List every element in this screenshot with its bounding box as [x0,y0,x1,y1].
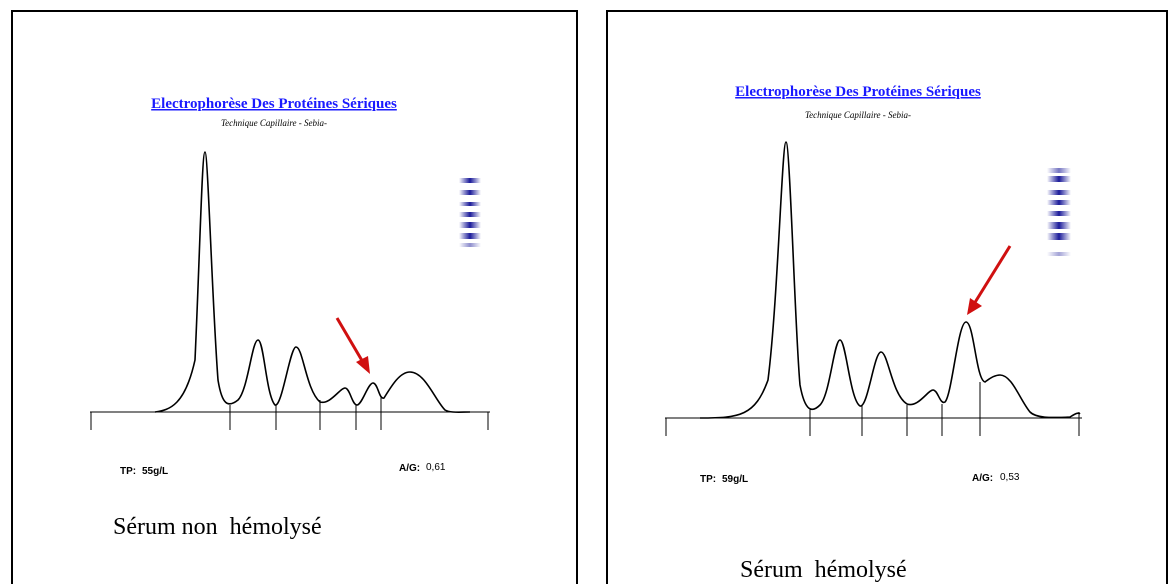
axis [665,382,1082,436]
ag-label: A/G: [972,473,993,484]
axis [90,396,490,430]
panel-title: Electrophorèse Des Protéines Sériques [151,96,397,112]
panel-subtitle: Technique Capillaire - Sebia- [805,110,911,120]
ag-value: 0,61 [426,462,446,473]
electrophoresis-curve [155,152,470,412]
panel-subtitle: Technique Capillaire - Sebia- [221,118,327,128]
tp-value: 59g/L [722,474,748,485]
gel-strip [1047,168,1071,256]
tp-value: 55g/L [142,466,168,477]
caption: Sérum non hémolysé [113,514,322,540]
page: Electrophorèse Des Protéines Sériques Te… [0,0,1169,584]
arrow [337,318,370,374]
caption: Sérum hémolysé [740,557,907,583]
figure: Electrophorèse Des Protéines Sériques Te… [0,0,1169,584]
arrow [967,246,1010,315]
electrophoresis-curve [700,142,1080,418]
gel-strip [459,178,481,247]
panel-left: Electrophorèse Des Protéines Sériques Te… [12,11,577,584]
tp-label: TP: [700,474,716,485]
panel-right: Electrophorèse Des Protéines Sériques Te… [607,11,1167,584]
ag-label: A/G: [399,463,420,474]
ag-value: 0,53 [1000,472,1020,483]
tp-label: TP: [120,466,136,477]
panel-title: Electrophorèse Des Protéines Sériques [735,84,981,100]
